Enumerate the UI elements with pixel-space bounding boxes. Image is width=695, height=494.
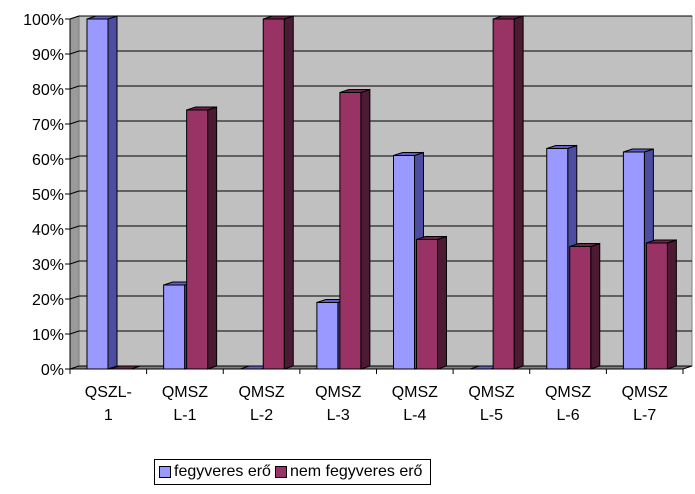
gridline-side: [69, 190, 80, 195]
x-tick-label: QMSZ: [392, 384, 438, 401]
legend-swatch-fegyveres: [159, 466, 171, 478]
y-tick-label: 80%: [32, 82, 64, 99]
x-tick-label: L-4: [403, 407, 426, 424]
x-tick-label: QMSZ: [545, 384, 591, 401]
bar-nem-fegyveres-5-side: [437, 235, 447, 370]
x-tick-label: QMSZ: [162, 384, 208, 401]
bar-nem-fegyveres-5: [416, 239, 438, 370]
gridline-side: [69, 330, 80, 335]
bar-fegyveres-8: [622, 151, 645, 370]
legend-swatch-nem-fegyveres: [274, 466, 287, 478]
bar-nem-fegyveres-7-side: [590, 242, 601, 370]
y-tick-label: 100%: [23, 12, 64, 29]
y-tick-label: 90%: [32, 47, 64, 64]
bar-nem-fegyveres-6: [492, 18, 515, 370]
legend-label-fegyveres: fegyveres erő: [174, 463, 271, 480]
gridline-side: [69, 260, 80, 265]
legend: fegyveres erő nem fegyveres erő: [154, 459, 432, 485]
bar-fegyveres-2: [163, 284, 186, 370]
y-tick-label: 30%: [32, 257, 64, 274]
x-tick-label: QMSZ: [468, 384, 514, 401]
x-tick-label: L-5: [480, 407, 503, 424]
gridline-side: [69, 155, 80, 160]
bar-fegyveres-5: [393, 155, 415, 370]
bar-nem-fegyveres-3-side: [283, 15, 294, 370]
gridline-side: [69, 50, 80, 55]
bar-nem-fegyveres-2-side: [207, 106, 218, 370]
gridline-side: [69, 15, 80, 20]
bar-nem-fegyveres-6-side: [513, 15, 524, 370]
bar-nem-fegyveres-4-side: [360, 88, 371, 370]
y-tick-label: 40%: [32, 222, 64, 239]
bar-nem-fegyveres-8-side: [666, 239, 677, 370]
y-tick-label: 0%: [41, 362, 64, 379]
legend-label-nem-fegyveres: nem fegyveres erő: [289, 463, 423, 480]
x-tick-label: L-7: [633, 407, 656, 424]
legend-item-nem-fegyveres: nem fegyveres erő: [274, 463, 423, 481]
x-tick-label: QMSZ: [238, 384, 284, 401]
x-tick-label: L-6: [557, 407, 580, 424]
gridline-side: [69, 120, 80, 125]
x-tick-label: L-3: [327, 407, 350, 424]
bar-fegyveres-4: [316, 302, 339, 370]
bar-nem-fegyveres-3: [262, 18, 285, 370]
y-tick-label: 20%: [32, 292, 64, 309]
x-tick-label: QMSZ: [315, 384, 361, 401]
x-tick-label: 1: [104, 407, 113, 424]
legend-item-fegyveres: fegyveres erő: [159, 463, 271, 481]
bar-fegyveres-1-side: [107, 15, 118, 370]
y-tick-label: 10%: [32, 327, 64, 344]
bar-fegyveres-1: [86, 18, 109, 370]
bar-nem-fegyveres-4: [339, 92, 362, 370]
bar-fegyveres-7: [546, 148, 569, 370]
x-tick-label: L-1: [173, 407, 196, 424]
gridline-side: [69, 225, 80, 230]
bar-nem-fegyveres-8: [645, 242, 668, 370]
y-tick-label: 70%: [32, 117, 64, 134]
x-tick-label: QSZL-: [85, 384, 132, 401]
bar-nem-fegyveres-2: [186, 109, 209, 370]
x-tick-label: L-2: [250, 407, 273, 424]
gridline-side: [69, 85, 80, 90]
x-tick-label: QMSZ: [622, 384, 668, 401]
y-tick-label: 50%: [32, 187, 64, 204]
y-tick-label: 60%: [32, 152, 64, 169]
gridline-side: [69, 295, 80, 300]
bar-nem-fegyveres-7: [569, 246, 592, 370]
